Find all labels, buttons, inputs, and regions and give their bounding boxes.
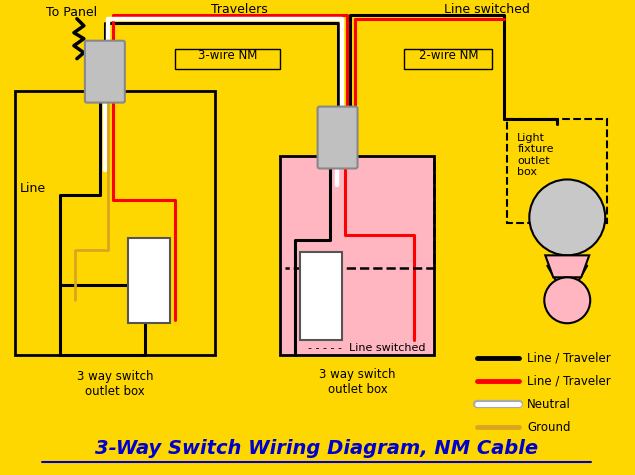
Bar [15, 91, 215, 355]
Bar [128, 238, 170, 323]
Bar [507, 119, 607, 223]
Text: 3 way switch
outlet box: 3 way switch outlet box [319, 368, 396, 396]
Text: Light
fixture
outlet
box: Light fixture outlet box [518, 133, 554, 177]
Text: Line switched: Line switched [444, 3, 530, 16]
Text: Line / Traveler: Line / Traveler [527, 375, 611, 388]
Text: 3 way switch
outlet box: 3 way switch outlet box [77, 370, 153, 398]
Bar [404, 48, 492, 69]
Bar [300, 252, 342, 340]
Text: Travelers: Travelers [211, 3, 268, 16]
Text: 3-wire NM: 3-wire NM [198, 48, 257, 62]
FancyBboxPatch shape [85, 41, 125, 103]
FancyBboxPatch shape [318, 106, 358, 169]
Text: To Panel: To Panel [46, 6, 97, 19]
Text: Neutral: Neutral [527, 398, 572, 410]
Text: - - - - -  Line switched: - - - - - Line switched [307, 343, 425, 353]
Text: 3-Way Switch Wiring Diagram, NM Cable: 3-Way Switch Wiring Diagram, NM Cable [95, 439, 538, 458]
Circle shape [530, 180, 605, 256]
Text: 2-wire NM: 2-wire NM [418, 48, 478, 62]
Bar [175, 48, 279, 69]
Bar [279, 155, 434, 355]
Circle shape [544, 277, 590, 323]
Text: Line / Traveler: Line / Traveler [527, 352, 611, 365]
Polygon shape [545, 256, 589, 277]
Text: Ground: Ground [527, 420, 571, 434]
Text: Line: Line [20, 182, 46, 195]
